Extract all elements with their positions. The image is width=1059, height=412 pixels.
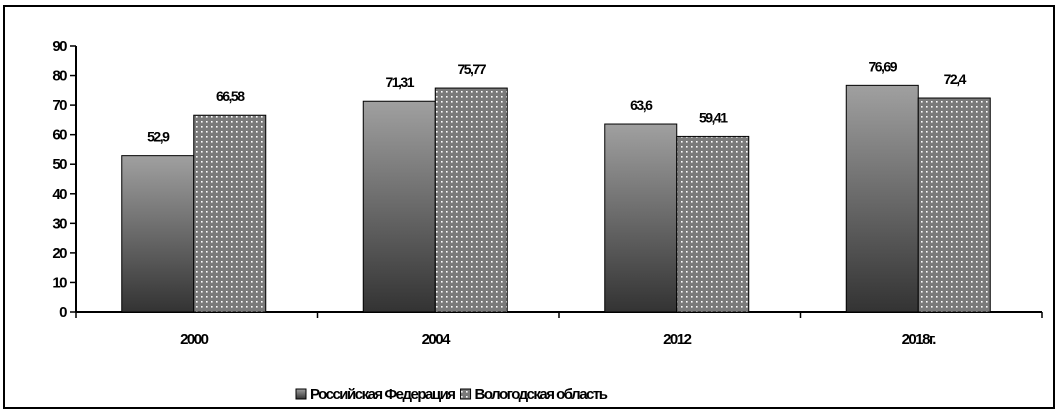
- bar-vologda: [193, 114, 267, 313]
- data-label: 52,9: [147, 129, 170, 145]
- y-tick-label: 30: [52, 215, 67, 232]
- data-label: 72,4: [944, 71, 967, 87]
- y-axis: 0 10 20 30 40 50 60 70 80 90: [52, 38, 77, 321]
- bar-rf: [362, 100, 436, 313]
- bar-rf: [845, 84, 919, 313]
- bars: 52,9 66,58 71,31 75,77 63,6 59,41 76,69 72,4: [121, 58, 991, 313]
- bar-rf: [121, 155, 195, 313]
- bar-vologda: [434, 87, 508, 313]
- x-tick-label: 2012: [663, 331, 692, 348]
- y-tick-label: 20: [52, 245, 67, 262]
- legend: Российская Федерация Вологодская область: [295, 386, 609, 403]
- data-label: 59,41: [699, 109, 728, 125]
- bar-rf: [604, 123, 678, 313]
- data-label: 71,31: [385, 74, 414, 90]
- legend-label: Вологодская область: [475, 386, 608, 403]
- data-label: 75,77: [457, 61, 486, 77]
- y-tick-label: 50: [52, 156, 67, 173]
- data-label: 66,58: [216, 88, 245, 104]
- y-tick-label: 60: [52, 127, 67, 144]
- x-tick-label: 2000: [180, 331, 209, 348]
- y-tick-label: 40: [52, 186, 67, 203]
- bar-vologda: [917, 97, 991, 313]
- x-axis: 2000 2004 2012 2018г.: [75, 311, 1043, 348]
- y-tick-label: 10: [52, 274, 67, 291]
- y-tick-label: 0: [59, 304, 67, 321]
- y-tick-label: 80: [52, 68, 67, 85]
- y-tick-label: 70: [52, 97, 67, 114]
- legend-swatch: [295, 388, 307, 400]
- x-tick-label: 2018г.: [902, 331, 937, 348]
- data-label: 63,6: [630, 97, 653, 113]
- data-label: 76,69: [868, 58, 897, 74]
- y-tick-label: 90: [52, 38, 67, 55]
- x-tick-label: 2004: [422, 331, 452, 348]
- legend-swatch: [460, 388, 472, 400]
- bar-vologda: [676, 135, 750, 313]
- legend-label: Российская Федерация: [310, 386, 455, 403]
